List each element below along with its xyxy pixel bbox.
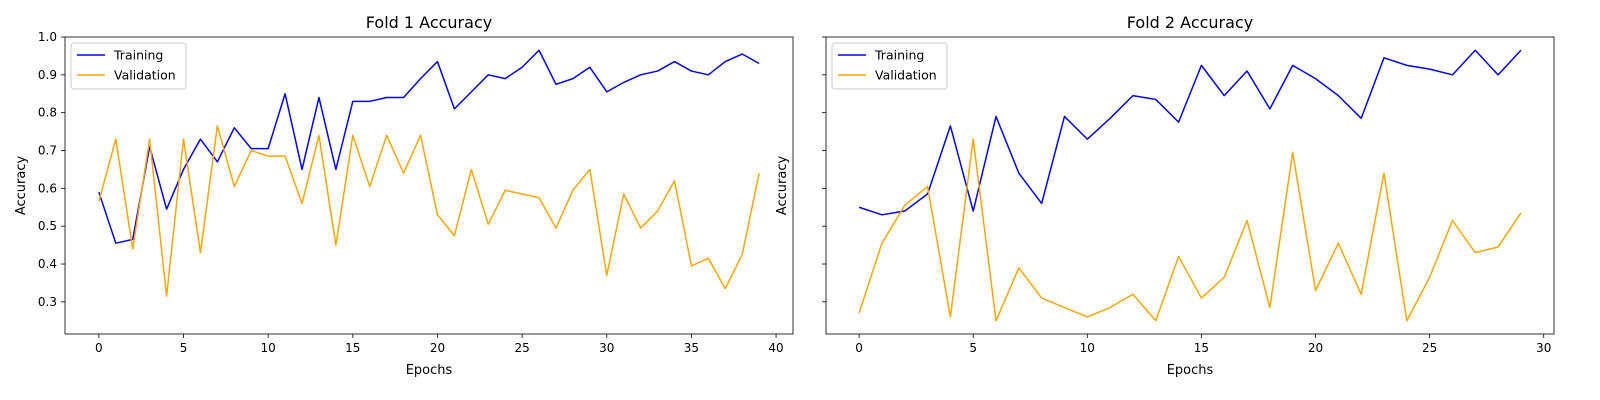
legend: Training Validation <box>831 42 948 90</box>
series-line-training <box>858 49 1522 216</box>
chart-title: Fold 2 Accuracy <box>1127 13 1253 32</box>
fold-1-accuracy-chart: Fold 1 Accuracy Epochs Accuracy 0 5 10 15 20… <box>14 13 794 378</box>
x-tick-label: 15 <box>345 341 360 355</box>
legend-label-validation: Validation <box>875 68 937 83</box>
x-tick-label: 10 <box>1080 341 1095 355</box>
x-tick-label: 20 <box>1308 341 1323 355</box>
legend: Training Validation <box>70 42 187 90</box>
y-tick-label: 0.9 <box>38 68 57 82</box>
x-tick-label: 0 <box>855 341 863 355</box>
x-tick-label: 40 <box>768 341 783 355</box>
y-tick-label: 0.7 <box>38 144 57 158</box>
x-tick-label: 5 <box>180 341 188 355</box>
series-line-validation <box>98 125 760 297</box>
x-axis-label: Epochs <box>1167 363 1214 378</box>
x-tick-label: 5 <box>969 341 977 355</box>
x-tick-label: 30 <box>1536 341 1551 355</box>
x-axis-label: Epochs <box>406 363 453 378</box>
chart-title: Fold 1 Accuracy <box>366 13 492 32</box>
y-tick-label: 0.6 <box>38 181 57 195</box>
y-tick-label: 0.8 <box>38 106 57 120</box>
series-line-training <box>98 49 760 244</box>
legend-label-training: Training <box>874 48 924 63</box>
x-tick-label: 25 <box>514 341 529 355</box>
y-tick-label: 0.3 <box>38 295 57 309</box>
fold-2-accuracy-chart: Fold 2 Accuracy Epochs Accuracy 0 5 10 15 20… <box>775 13 1555 378</box>
x-tick-label: 10 <box>261 341 276 355</box>
legend-label-validation: Validation <box>114 68 176 83</box>
x-tick-label: 25 <box>1422 341 1437 355</box>
series-line-validation <box>858 138 1522 322</box>
y-tick-label: 1.0 <box>38 30 57 44</box>
x-tick-label: 0 <box>95 341 103 355</box>
x-tick-label: 35 <box>684 341 699 355</box>
y-tick-label: 0.4 <box>38 257 57 271</box>
plot-area-frame <box>825 36 1555 335</box>
plot-area-frame <box>64 36 794 335</box>
y-axis-label: Accuracy <box>775 156 790 216</box>
y-tick-label: 0.5 <box>38 219 57 233</box>
legend-label-training: Training <box>113 48 163 63</box>
y-axis-label: Accuracy <box>14 156 29 216</box>
x-tick-label: 20 <box>430 341 445 355</box>
x-tick-label: 30 <box>599 341 614 355</box>
x-tick-label: 15 <box>1194 341 1209 355</box>
